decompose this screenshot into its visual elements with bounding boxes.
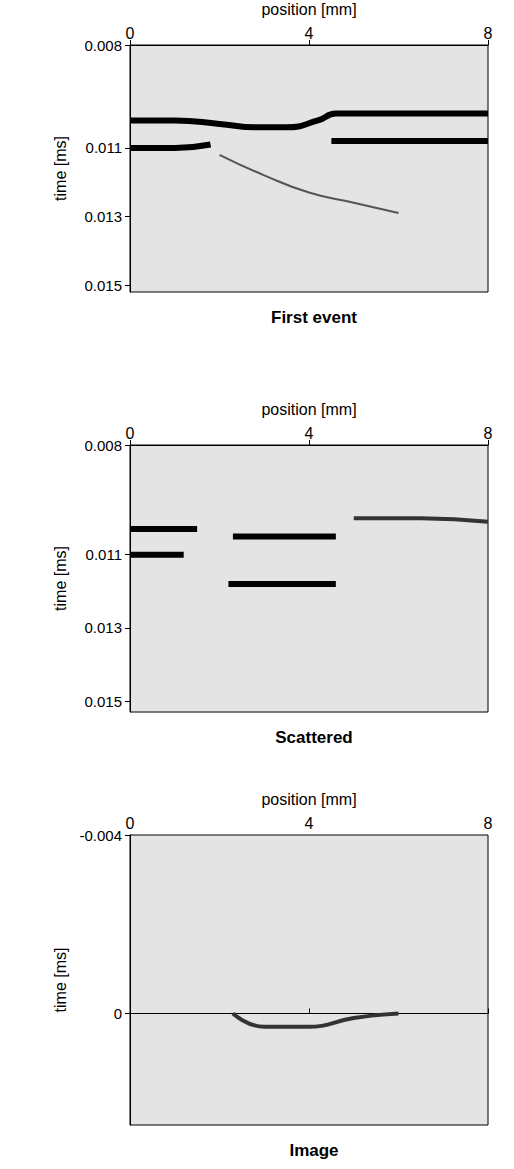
svg-text:4: 4 (305, 815, 314, 832)
svg-text:0.015: 0.015 (84, 277, 122, 294)
svg-text:0.013: 0.013 (84, 619, 122, 636)
svg-text:0.008: 0.008 (84, 437, 122, 454)
svg-text:time [ms]: time [ms] (52, 948, 69, 1013)
svg-text:4: 4 (305, 25, 314, 42)
svg-text:First event: First event (271, 308, 357, 327)
svg-text:8: 8 (484, 25, 493, 42)
svg-text:time [ms]: time [ms] (52, 546, 69, 611)
svg-text:position [mm]: position [mm] (261, 401, 356, 418)
svg-text:0: 0 (126, 425, 135, 442)
svg-text:-0.004: -0.004 (79, 827, 122, 844)
svg-text:0.008: 0.008 (84, 37, 122, 54)
svg-text:8: 8 (484, 815, 493, 832)
svg-text:0.015: 0.015 (84, 693, 122, 710)
svg-text:0: 0 (114, 1005, 122, 1022)
svg-text:4: 4 (305, 425, 314, 442)
svg-text:position [mm]: position [mm] (261, 1, 356, 18)
svg-text:Scattered: Scattered (275, 728, 352, 747)
svg-text:8: 8 (484, 425, 493, 442)
svg-text:Image: Image (289, 1141, 338, 1160)
svg-text:time [ms]: time [ms] (52, 136, 69, 201)
svg-text:0.011: 0.011 (86, 139, 122, 156)
svg-text:0.011: 0.011 (86, 546, 122, 563)
svg-text:0: 0 (126, 815, 135, 832)
svg-text:0: 0 (126, 25, 135, 42)
svg-text:position [mm]: position [mm] (261, 791, 356, 808)
svg-text:0.013: 0.013 (84, 208, 122, 225)
